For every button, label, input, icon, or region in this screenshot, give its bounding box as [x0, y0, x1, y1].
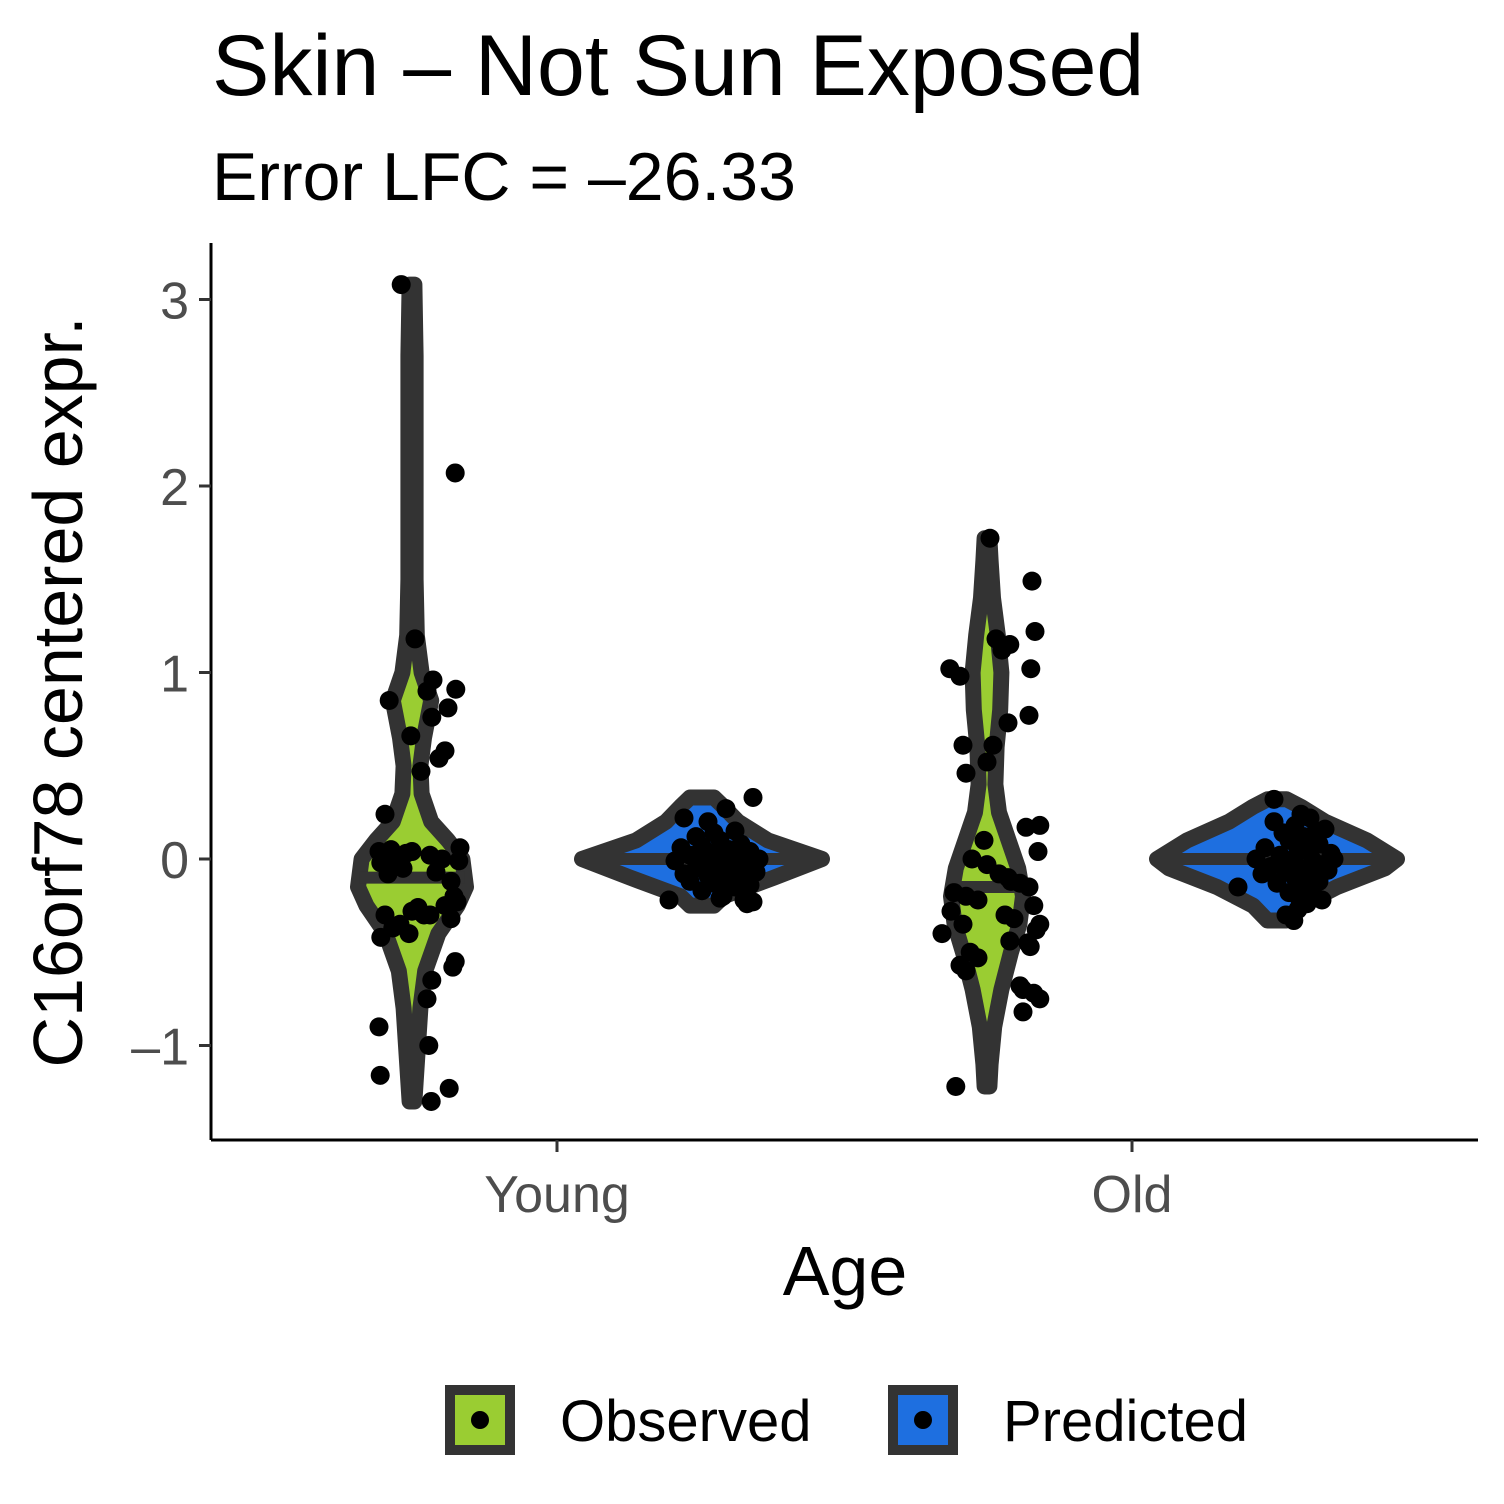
data-point: [983, 735, 1003, 755]
chart-subtitle: Error LFC = –26.33: [212, 139, 796, 215]
data-point: [941, 901, 961, 921]
data-point: [381, 840, 401, 860]
data-point: [375, 804, 395, 824]
data-point: [1252, 864, 1272, 884]
data-point: [421, 1091, 441, 1111]
y-tick-label: 2: [160, 459, 189, 517]
data-point: [674, 808, 694, 828]
y-tick-label: –1: [131, 1019, 189, 1077]
data-point: [419, 1036, 439, 1055]
data-point: [980, 528, 1000, 548]
data-point: [391, 275, 411, 295]
data-point: [426, 862, 446, 882]
legend-point-icon: [914, 1411, 932, 1429]
x-tick-label: Old: [1092, 1166, 1173, 1224]
data-point: [659, 890, 679, 910]
data-point: [740, 875, 760, 895]
legend-label-observed: Observed: [560, 1389, 811, 1454]
data-point: [1019, 877, 1039, 897]
data-point: [968, 948, 988, 968]
data-point: [445, 463, 465, 483]
data-point: [1324, 849, 1344, 869]
data-point: [946, 1077, 966, 1097]
data-point: [422, 707, 442, 727]
legend-label-predicted: Predicted: [1003, 1389, 1248, 1454]
data-point: [401, 726, 421, 746]
data-point: [953, 914, 973, 934]
data-point: [1025, 621, 1045, 641]
data-point: [1246, 849, 1266, 869]
data-point: [1264, 789, 1284, 809]
data-point: [402, 842, 422, 862]
data-point: [411, 761, 431, 781]
data-point: [998, 713, 1018, 733]
data-point: [737, 894, 757, 914]
legend-key-observed: [445, 1385, 515, 1455]
data-point: [1228, 877, 1248, 897]
data-point: [439, 1078, 459, 1098]
data-point: [1284, 911, 1304, 931]
y-tick-label: 0: [160, 832, 189, 890]
data-point: [1022, 571, 1042, 591]
data-point: [1024, 896, 1044, 916]
legend: Observed Predicted: [445, 1385, 1248, 1455]
y-tick-label: 3: [160, 273, 189, 331]
data-point: [1021, 659, 1041, 679]
data-point: [371, 927, 391, 947]
data-point: [962, 849, 982, 869]
data-point: [417, 989, 437, 1009]
data-point: [379, 690, 399, 710]
data-point: [710, 888, 730, 908]
data-point: [369, 1017, 389, 1037]
data-point: [1312, 890, 1332, 910]
data-point: [956, 961, 976, 981]
data-point: [399, 924, 419, 944]
data-point: [992, 640, 1012, 660]
data-point: [977, 752, 997, 772]
data-point: [417, 681, 437, 701]
data-point: [405, 629, 425, 649]
data-point: [1013, 1002, 1033, 1022]
data-point: [974, 830, 994, 850]
data-point: [443, 957, 463, 977]
data-point: [1030, 989, 1050, 1009]
data-point: [446, 679, 466, 699]
data-point: [1004, 909, 1024, 929]
data-point: [692, 881, 712, 901]
x-axis-title: Age: [783, 1232, 908, 1310]
data-point: [950, 666, 970, 686]
y-tick-label: 1: [160, 646, 189, 704]
data-point: [956, 763, 976, 783]
data-point: [932, 924, 952, 944]
data-point: [968, 890, 988, 910]
data-point: [441, 909, 461, 929]
data-point: [422, 970, 442, 990]
data-point: [429, 748, 449, 768]
chart-title: Skin – Not Sun Exposed: [212, 18, 1144, 114]
data-point: [749, 849, 769, 869]
data-point: [1016, 817, 1036, 837]
data-point: [414, 905, 434, 925]
data-point: [953, 735, 973, 755]
data-point: [441, 871, 461, 891]
data-point: [449, 851, 469, 871]
violin-observed-old: [943, 530, 1031, 1095]
data-point: [1019, 705, 1039, 725]
data-point: [1028, 842, 1048, 862]
data-point: [438, 698, 458, 718]
data-point: [1000, 931, 1020, 951]
plot-area: [350, 275, 1405, 1111]
x-tick-label: Young: [484, 1166, 630, 1224]
legend-point-icon: [471, 1411, 489, 1429]
y-axis-title: C16orf78 centered expr.: [19, 316, 97, 1067]
data-point: [378, 864, 398, 884]
data-point: [393, 858, 413, 878]
data-point: [1018, 933, 1038, 953]
data-point: [743, 787, 763, 807]
data-point: [370, 1065, 390, 1085]
axes: –1 0 1 2 3 Young Old: [131, 243, 1478, 1224]
data-point: [716, 799, 736, 819]
